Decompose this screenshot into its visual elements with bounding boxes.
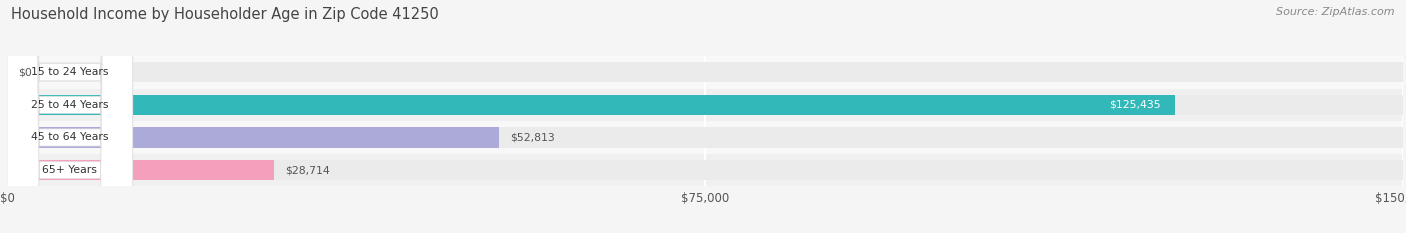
Text: $0: $0 <box>18 67 32 77</box>
Text: Household Income by Householder Age in Zip Code 41250: Household Income by Householder Age in Z… <box>11 7 439 22</box>
Bar <box>7 127 1403 147</box>
FancyBboxPatch shape <box>7 0 132 233</box>
Bar <box>7 95 1174 115</box>
Text: 25 to 44 Years: 25 to 44 Years <box>31 100 108 110</box>
Bar <box>7 62 1403 82</box>
Bar <box>7 160 1403 180</box>
FancyBboxPatch shape <box>7 0 132 233</box>
FancyBboxPatch shape <box>7 0 132 233</box>
FancyBboxPatch shape <box>7 0 132 233</box>
Text: $28,714: $28,714 <box>285 165 330 175</box>
Bar <box>7 160 274 180</box>
Bar <box>7 154 1403 186</box>
Bar <box>7 127 499 147</box>
Bar <box>7 56 1403 89</box>
Text: 15 to 24 Years: 15 to 24 Years <box>31 67 108 77</box>
Text: $52,813: $52,813 <box>510 133 554 142</box>
Bar <box>7 95 1403 115</box>
Text: Source: ZipAtlas.com: Source: ZipAtlas.com <box>1277 7 1395 17</box>
Text: $125,435: $125,435 <box>1109 100 1160 110</box>
Bar <box>7 89 1403 121</box>
Text: 65+ Years: 65+ Years <box>42 165 97 175</box>
Text: 45 to 64 Years: 45 to 64 Years <box>31 133 108 142</box>
Bar <box>7 121 1403 154</box>
